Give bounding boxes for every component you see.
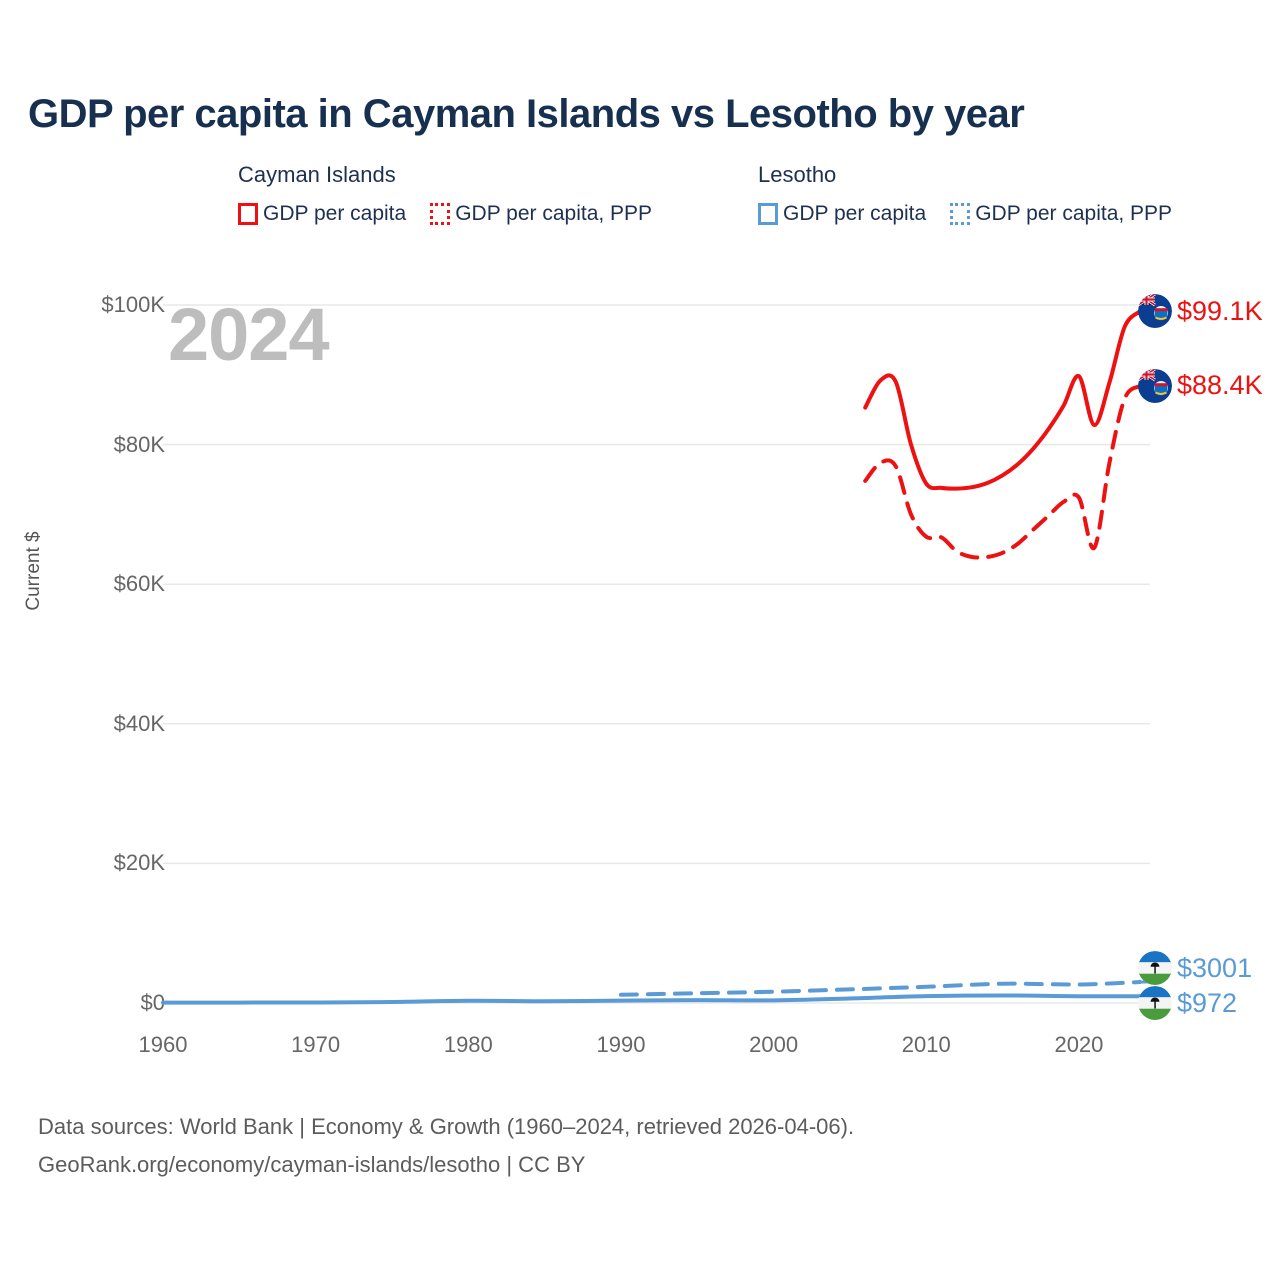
legend-item-label: GDP per capita: [263, 202, 407, 225]
cayman-islands-flag-icon: [1138, 294, 1172, 329]
series-line: [618, 980, 1142, 997]
lesotho-flag-icon: [1138, 951, 1172, 985]
end-label-cayman-gdp-ppp[interactable]: $88.4K: [1138, 368, 1263, 403]
end-label-cayman-gdp[interactable]: $99.1K: [1138, 294, 1263, 329]
series-line: [863, 383, 1142, 560]
x-tick-label: 2010: [901, 1032, 951, 1057]
y-tick-label: $20K: [113, 850, 165, 876]
legend-group-lesotho: Lesotho GDP per capita GDP per capita, P…: [758, 162, 1172, 226]
x-tick-label: 1970: [291, 1032, 341, 1057]
x-tick-label: 2000: [749, 1032, 799, 1057]
legend-group-cayman-islands: Cayman Islands GDP per capita GDP per ca…: [238, 162, 652, 226]
legend-swatch-dotted-icon: [430, 203, 451, 225]
series-line: [161, 993, 1142, 1005]
legend-item-label: GDP per capita, PPP: [455, 202, 653, 225]
chart-legend: Cayman Islands GDP per capita GDP per ca…: [238, 162, 1258, 242]
legend-swatch-solid-icon: [758, 203, 778, 225]
end-label-value: $88.4K: [1177, 370, 1263, 401]
y-tick-label: $0: [140, 990, 165, 1015]
y-tick-label: $60K: [113, 571, 165, 597]
footer: Data sources: World Bank | Economy & Gro…: [38, 1108, 854, 1184]
end-label-value: $99.1K: [1177, 295, 1263, 326]
legend-country-label: Cayman Islands: [238, 162, 396, 187]
page-title: GDP per capita in Cayman Islands vs Leso…: [28, 92, 1025, 136]
x-tick-label: 1990: [596, 1032, 646, 1057]
legend-item-label: GDP per capita, PPP: [975, 202, 1173, 225]
cayman-islands-flag: [1138, 368, 1172, 403]
end-label-value: $3001: [1177, 952, 1253, 983]
lesotho-flag: [1138, 986, 1172, 1020]
legend-row: GDP per capita GDP per capita, PPP: [238, 202, 652, 226]
legend-item-cayman-gdp-ppp[interactable]: GDP per capita, PPP: [430, 202, 652, 226]
end-label-lesotho-gdp-ppp[interactable]: $3001: [1138, 951, 1252, 985]
cayman-islands-flag: [1138, 294, 1172, 329]
series-line: [863, 309, 1142, 491]
legend-item-label: GDP per capita: [783, 202, 927, 225]
year-watermark: 2024: [168, 293, 330, 376]
legend-country-label: Lesotho: [758, 162, 837, 187]
lesotho-flag: [1138, 951, 1172, 985]
legend-row: GDP per capita GDP per capita, PPP: [758, 202, 1172, 226]
legend-swatch-solid-icon: [238, 203, 258, 225]
legend-item-cayman-gdp[interactable]: GDP per capita: [238, 202, 406, 226]
end-label-lesotho-gdp[interactable]: $972: [1138, 986, 1237, 1020]
lesotho-flag-icon: [1138, 986, 1172, 1020]
x-tick-label: 2020: [1054, 1032, 1104, 1057]
end-label-value: $972: [1177, 987, 1238, 1018]
y-tick-label: $100K: [101, 292, 165, 317]
x-tick-label: 1980: [443, 1032, 493, 1057]
cayman-islands-flag-icon: [1138, 368, 1172, 403]
legend-item-lesotho-gdp[interactable]: GDP per capita: [758, 202, 926, 226]
footer-data-sources: Data sources: World Bank | Economy & Gro…: [38, 1114, 855, 1139]
y-tick-label: $80K: [113, 431, 165, 457]
legend-item-lesotho-gdp-ppp[interactable]: GDP per capita, PPP: [950, 202, 1172, 226]
x-tick-label: 1960: [138, 1032, 188, 1057]
footer-attribution: GeoRank.org/economy/cayman-islands/lesot…: [38, 1152, 586, 1177]
y-tick-label: $40K: [113, 710, 165, 736]
legend-swatch-dotted-icon: [950, 203, 971, 225]
